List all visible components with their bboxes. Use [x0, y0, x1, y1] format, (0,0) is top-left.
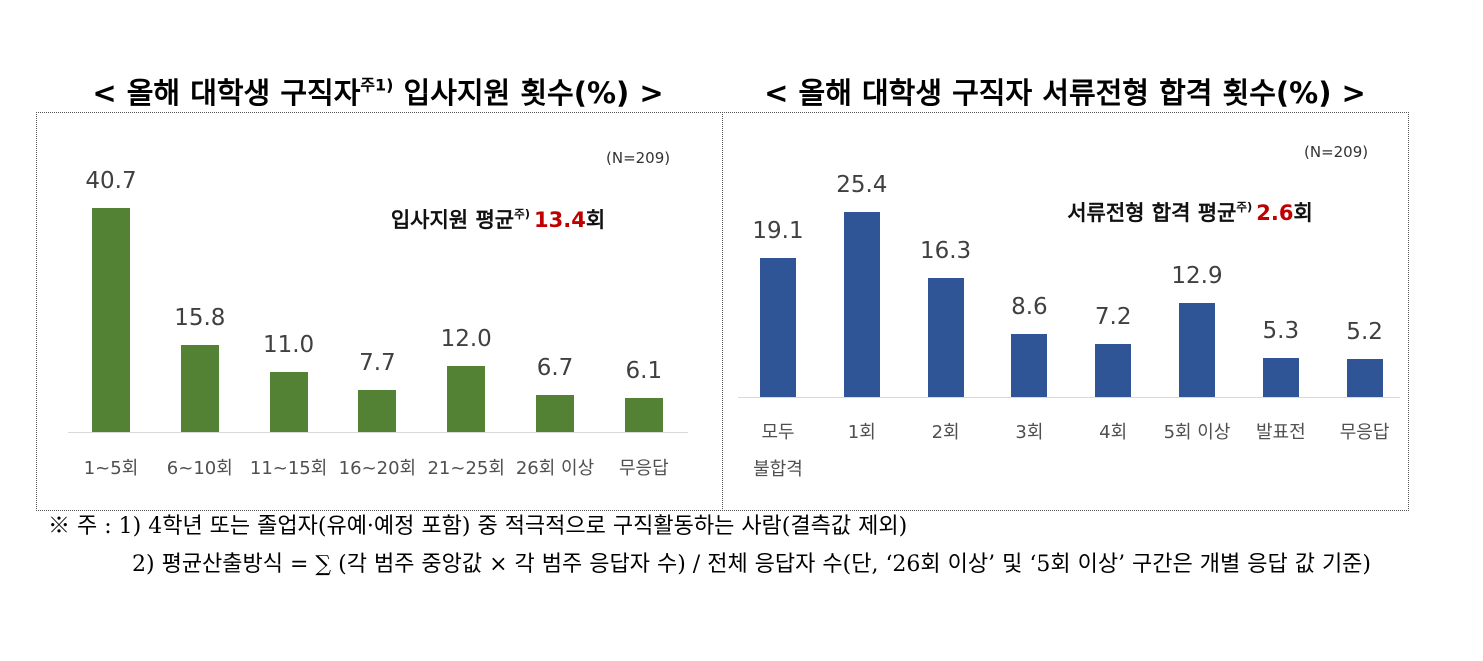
chart-title: < 올해 대학생 구직자주1) 입사지원 횟수(%) >: [92, 70, 663, 112]
data-label: 40.7: [85, 168, 137, 195]
title-part: 주1): [360, 75, 394, 95]
annotation-sup: 주): [1236, 199, 1253, 214]
bar: [624, 398, 663, 432]
x-tick-label: 21~25회: [427, 458, 505, 479]
x-tick-label: 모두 불합격: [753, 422, 803, 480]
data-label: 7.7: [359, 349, 396, 376]
x-axis: [738, 397, 1400, 398]
title-part: < 올해 대학생 구직자: [92, 76, 361, 110]
title-part: 입사지원 횟수(%) >: [393, 76, 664, 110]
data-label: 25.4: [836, 171, 888, 198]
data-label: 7.2: [1094, 304, 1132, 331]
x-tick-label: 1회: [847, 422, 876, 443]
data-label: 15.8: [174, 305, 226, 332]
x-tick-label: 2회: [931, 422, 960, 443]
annotation-sup: 주): [514, 206, 530, 221]
annotation-text: 서류전형 합격 평균: [1067, 201, 1237, 225]
bar: [358, 389, 397, 432]
bar: [760, 257, 796, 397]
chart-frame: [722, 112, 1409, 511]
x-tick-label: 11~15회: [249, 458, 328, 479]
x-tick-label: 16~20회: [338, 458, 417, 479]
data-label: 12.0: [440, 326, 492, 352]
data-label: 8.6: [1011, 294, 1048, 321]
title-part: < 올해 대학생 구직자 서류전형 합격 횟수(%) >: [764, 76, 1366, 110]
data-label: 5.2: [1346, 319, 1383, 346]
bar: [927, 278, 964, 397]
x-tick-label: 무응답: [1339, 422, 1390, 443]
x-tick-label: 4회: [1099, 422, 1128, 443]
sample-size: (N=209): [1304, 143, 1369, 161]
annotation-unit: 회: [585, 208, 606, 232]
data-label: 6.7: [536, 355, 574, 382]
data-label: 19.1: [752, 217, 804, 244]
annotation-value: 13.4: [533, 208, 586, 232]
x-tick-label: 3회: [1015, 422, 1044, 443]
bar: [180, 345, 219, 432]
bar: [843, 211, 880, 397]
average-annotation: 서류전형 합격 평균주) 2.6회: [1067, 197, 1313, 227]
note: ※ 주 : 1) 4학년 또는 졸업자(유예·예정 포함) 중 적극적으로 구직…: [48, 514, 908, 539]
data-label: 5.3: [1262, 318, 1300, 345]
annotation-value: 2.6: [1256, 201, 1294, 225]
x-tick-label: 1~5회: [83, 458, 139, 479]
annotation-unit: 회: [1293, 201, 1313, 225]
note: 2) 평균산출방식 = ∑ (각 범주 중앙값 × 각 범주 응답자 수) / …: [132, 552, 1372, 577]
bar: [92, 208, 130, 432]
data-label: 16.3: [919, 238, 972, 264]
x-axis: [68, 432, 688, 433]
x-tick-label: 발표전: [1255, 422, 1306, 443]
bar: [447, 366, 486, 432]
data-label: 12.9: [1171, 262, 1223, 289]
bar: [1346, 359, 1383, 397]
sample-size: (N=209): [606, 149, 671, 167]
x-tick-label: 6~10회: [166, 458, 233, 479]
data-label: 6.1: [625, 358, 663, 385]
average-annotation: 입사지원 평균주) 13.4회: [391, 204, 605, 234]
chart-title: < 올해 대학생 구직자 서류전형 합격 횟수(%) >: [764, 70, 1366, 112]
bar: [269, 371, 308, 432]
x-tick-label: 5회 이상: [1163, 422, 1231, 443]
bar: [536, 395, 574, 432]
annotation-text: 입사지원 평균: [390, 208, 515, 232]
bar: [1179, 302, 1215, 397]
bar: [1095, 344, 1132, 397]
x-tick-label: 26회 이상: [515, 458, 595, 479]
bar: [1262, 358, 1299, 397]
bar: [1011, 334, 1048, 397]
x-tick-label: 무응답: [618, 458, 669, 479]
data-label: 11.0: [262, 331, 315, 358]
